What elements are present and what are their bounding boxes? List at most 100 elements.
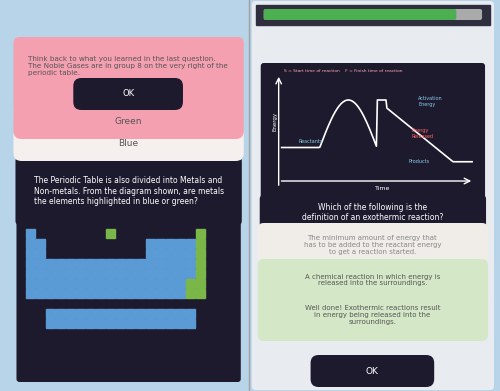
Bar <box>76 289 86 298</box>
Bar <box>156 249 165 258</box>
Bar <box>86 279 95 288</box>
Bar <box>86 259 95 268</box>
FancyBboxPatch shape <box>16 221 241 382</box>
Bar <box>166 239 175 248</box>
Bar <box>36 279 46 288</box>
Bar <box>116 309 125 318</box>
Bar <box>126 269 135 278</box>
FancyBboxPatch shape <box>310 355 434 387</box>
Bar <box>66 279 76 288</box>
Bar <box>76 309 86 318</box>
Bar <box>136 309 145 318</box>
Bar <box>166 249 175 258</box>
Text: Time: Time <box>375 185 390 190</box>
Bar <box>106 229 115 238</box>
Bar <box>106 289 115 298</box>
Bar <box>136 289 145 298</box>
Bar <box>26 229 36 238</box>
Bar <box>56 319 66 328</box>
Bar <box>56 309 66 318</box>
Bar <box>146 319 155 328</box>
Bar <box>166 269 175 278</box>
Bar <box>46 269 56 278</box>
Bar <box>146 289 155 298</box>
Bar <box>166 279 175 288</box>
Bar <box>26 289 36 298</box>
Bar <box>186 279 195 288</box>
Bar <box>136 259 145 268</box>
Bar <box>46 279 56 288</box>
Bar <box>186 309 195 318</box>
Bar <box>106 279 115 288</box>
Bar <box>106 319 115 328</box>
Bar <box>196 249 205 258</box>
Bar <box>116 269 125 278</box>
Bar <box>166 319 175 328</box>
Bar <box>146 279 155 288</box>
Text: The Periodic Table is also divided into Metals and
Non-metals. From the diagram : The Periodic Table is also divided into … <box>34 176 224 206</box>
Bar <box>106 259 115 268</box>
Bar <box>136 279 145 288</box>
Bar <box>96 289 105 298</box>
Bar <box>146 249 155 258</box>
Bar <box>56 279 66 288</box>
Bar <box>166 259 175 268</box>
Bar <box>166 309 175 318</box>
Bar <box>116 259 125 268</box>
Bar <box>56 269 66 278</box>
Bar <box>86 289 95 298</box>
Text: The minimum amount of energy that
has to be added to the reactant energy
to get : The minimum amount of energy that has to… <box>304 235 441 255</box>
FancyBboxPatch shape <box>260 195 486 230</box>
Bar <box>76 319 86 328</box>
Bar <box>106 269 115 278</box>
Text: OK: OK <box>366 366 379 375</box>
FancyBboxPatch shape <box>74 78 183 110</box>
Bar <box>106 309 115 318</box>
FancyBboxPatch shape <box>14 37 244 114</box>
Bar <box>176 279 185 288</box>
FancyBboxPatch shape <box>14 105 244 139</box>
Bar <box>86 319 95 328</box>
Bar <box>156 279 165 288</box>
Bar <box>66 309 76 318</box>
FancyBboxPatch shape <box>8 1 250 390</box>
Text: Green: Green <box>114 118 142 127</box>
Bar <box>156 259 165 268</box>
Bar <box>36 259 46 268</box>
Bar <box>26 279 36 288</box>
Bar <box>126 309 135 318</box>
Bar <box>196 279 205 288</box>
Bar <box>176 309 185 318</box>
Bar <box>36 239 46 248</box>
Bar <box>126 279 135 288</box>
Bar <box>196 229 205 238</box>
FancyBboxPatch shape <box>258 259 488 301</box>
Bar <box>186 259 195 268</box>
Bar <box>96 309 105 318</box>
Text: Activation
Energy: Activation Energy <box>418 96 443 107</box>
Text: S = Start time of reaction    F = Finish time of reaction: S = Start time of reaction F = Finish ti… <box>284 69 402 73</box>
Bar <box>96 279 105 288</box>
Bar <box>36 269 46 278</box>
Bar <box>116 289 125 298</box>
FancyBboxPatch shape <box>264 9 456 20</box>
Bar <box>36 249 46 258</box>
Bar <box>176 289 185 298</box>
Bar <box>66 259 76 268</box>
Bar <box>26 239 36 248</box>
Text: OK: OK <box>122 90 134 99</box>
Bar <box>136 319 145 328</box>
Bar <box>176 269 185 278</box>
Bar <box>26 269 36 278</box>
Bar <box>156 319 165 328</box>
Bar <box>46 309 56 318</box>
FancyBboxPatch shape <box>258 292 488 341</box>
Bar <box>36 289 46 298</box>
Bar <box>66 289 76 298</box>
Text: Energy
Released: Energy Released <box>412 128 434 139</box>
Bar <box>26 259 36 268</box>
Bar <box>56 289 66 298</box>
Bar <box>176 259 185 268</box>
Text: Well done! Exothermic reactions result
in energy being released into the
surroun: Well done! Exothermic reactions result i… <box>304 305 440 325</box>
Text: Reactants: Reactants <box>298 139 323 144</box>
